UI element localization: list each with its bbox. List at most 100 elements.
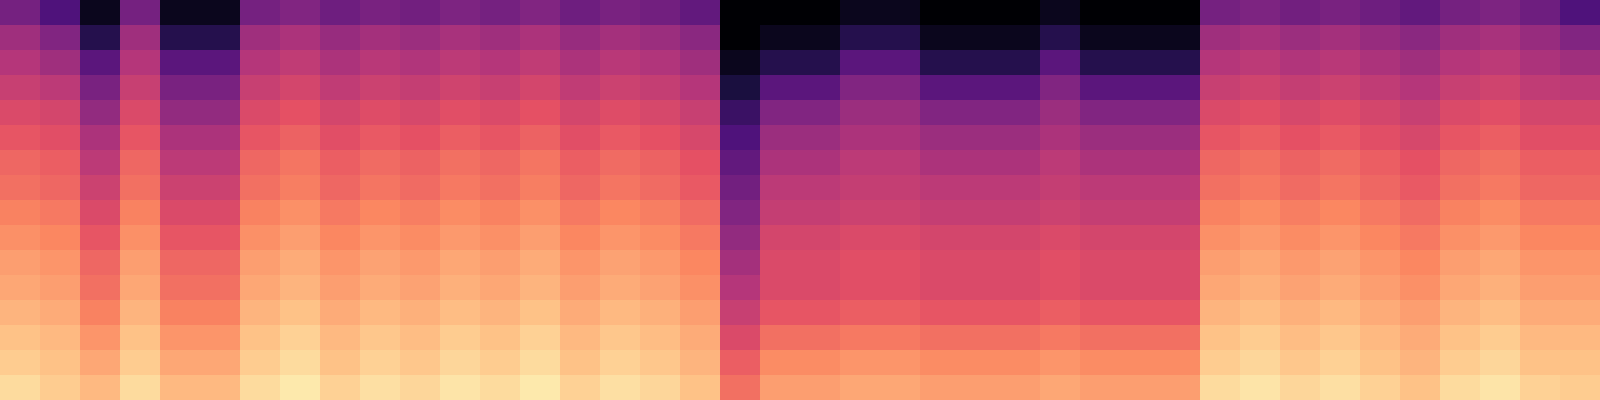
cell [120, 250, 161, 276]
cell [80, 0, 121, 26]
cell [1400, 175, 1441, 201]
cell [360, 375, 401, 400]
cell [440, 75, 481, 101]
cell [1320, 25, 1361, 51]
cell [760, 125, 801, 151]
cell [1120, 75, 1161, 101]
cell [360, 25, 401, 51]
cell [400, 200, 441, 226]
cell [320, 50, 361, 76]
cell [920, 50, 961, 76]
cell [960, 300, 1001, 326]
cell [1280, 275, 1321, 301]
cell [320, 300, 361, 326]
cell [840, 50, 881, 76]
cell [920, 225, 961, 251]
cell [1160, 350, 1201, 376]
cell [1240, 0, 1281, 26]
cell [960, 50, 1001, 76]
cell [880, 50, 921, 76]
cell [1080, 50, 1121, 76]
cell [520, 375, 561, 400]
cell [0, 325, 41, 351]
cell [880, 275, 921, 301]
cell [960, 0, 1001, 26]
cell [1280, 50, 1321, 76]
cell [360, 275, 401, 301]
cell [440, 200, 481, 226]
cell [360, 125, 401, 151]
cell [1400, 50, 1441, 76]
cell [1120, 300, 1161, 326]
cell [440, 175, 481, 201]
cell [120, 350, 161, 376]
cell [1520, 25, 1561, 51]
cell [400, 225, 441, 251]
cell [1080, 75, 1121, 101]
cell [680, 125, 721, 151]
cell [120, 275, 161, 301]
cell [1240, 325, 1281, 351]
cell [800, 275, 841, 301]
cell [0, 25, 41, 51]
cell [840, 150, 881, 176]
cell [400, 175, 441, 201]
cell [1280, 225, 1321, 251]
cell [160, 275, 201, 301]
cell [1520, 350, 1561, 376]
cell [960, 100, 1001, 126]
cell [1240, 275, 1281, 301]
cell [280, 350, 321, 376]
cell [1040, 275, 1081, 301]
cell [720, 375, 761, 400]
cell [920, 300, 961, 326]
cell [120, 50, 161, 76]
cell [1360, 25, 1401, 51]
cell [1160, 275, 1201, 301]
cell [1120, 175, 1161, 201]
cell [160, 0, 201, 26]
cell [1240, 375, 1281, 400]
cell [0, 375, 41, 400]
cell [680, 325, 721, 351]
cell [320, 250, 361, 276]
cell [1400, 250, 1441, 276]
cell [480, 125, 521, 151]
cell [1120, 50, 1161, 76]
cell [360, 250, 401, 276]
cell [1000, 75, 1041, 101]
cell [880, 200, 921, 226]
cell [560, 300, 601, 326]
cell [600, 375, 641, 400]
cell [1280, 75, 1321, 101]
cell [1400, 25, 1441, 51]
cell [1360, 100, 1401, 126]
cell [680, 175, 721, 201]
cell [1400, 300, 1441, 326]
cell [1200, 275, 1241, 301]
cell [1440, 350, 1481, 376]
cell [600, 225, 641, 251]
cell [640, 50, 681, 76]
cell [640, 25, 681, 51]
cell [0, 0, 41, 26]
cell [960, 325, 1001, 351]
cell [40, 250, 81, 276]
cell [880, 150, 921, 176]
cell [1120, 100, 1161, 126]
cell [840, 225, 881, 251]
cell [1320, 150, 1361, 176]
cell [600, 250, 641, 276]
cell [880, 250, 921, 276]
cell [1000, 275, 1041, 301]
cell [240, 350, 281, 376]
cell [1160, 200, 1201, 226]
cell [1360, 150, 1401, 176]
cell [640, 350, 681, 376]
cell [520, 100, 561, 126]
cell [1560, 250, 1600, 276]
cell [320, 25, 361, 51]
cell [600, 325, 641, 351]
cell [480, 350, 521, 376]
cell [360, 200, 401, 226]
